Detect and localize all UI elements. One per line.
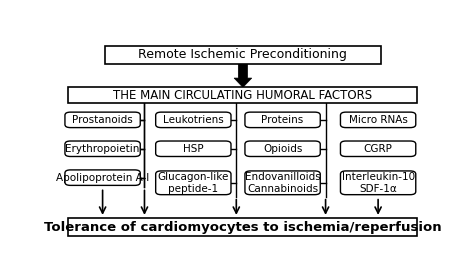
FancyBboxPatch shape (65, 112, 140, 128)
Text: Apolipoprotein A-I: Apolipoprotein A-I (56, 173, 149, 183)
FancyBboxPatch shape (65, 141, 140, 157)
Text: Prostanoids: Prostanoids (72, 115, 133, 125)
Text: Opioids: Opioids (263, 144, 302, 154)
Text: Interleukin-10
SDF-1α: Interleukin-10 SDF-1α (342, 172, 415, 193)
FancyBboxPatch shape (245, 171, 320, 195)
Polygon shape (234, 64, 252, 87)
Text: Remote Ischemic Preconditioning: Remote Ischemic Preconditioning (138, 48, 347, 61)
Text: Tolerance of cardiomyocytes to ischemia/reperfusion: Tolerance of cardiomyocytes to ischemia/… (44, 221, 442, 234)
Text: THE MAIN CIRCULATING HUMORAL FACTORS: THE MAIN CIRCULATING HUMORAL FACTORS (113, 89, 373, 102)
FancyBboxPatch shape (65, 170, 140, 185)
FancyBboxPatch shape (155, 141, 231, 157)
FancyBboxPatch shape (340, 171, 416, 195)
FancyBboxPatch shape (155, 171, 231, 195)
Text: Proteins: Proteins (262, 115, 304, 125)
FancyBboxPatch shape (340, 112, 416, 128)
Text: HSP: HSP (183, 144, 204, 154)
Text: Endovanilloids
Cannabinoids: Endovanilloids Cannabinoids (245, 172, 320, 193)
Text: Glucagon-like
peptide-1: Glucagon-like peptide-1 (158, 172, 229, 193)
FancyBboxPatch shape (340, 141, 416, 157)
FancyBboxPatch shape (155, 112, 231, 128)
FancyBboxPatch shape (68, 218, 418, 236)
Text: Erythropoietin: Erythropoietin (65, 144, 140, 154)
FancyBboxPatch shape (68, 87, 418, 103)
Text: CGRP: CGRP (364, 144, 392, 154)
FancyBboxPatch shape (245, 112, 320, 128)
FancyBboxPatch shape (105, 46, 381, 64)
Text: Micro RNAs: Micro RNAs (349, 115, 408, 125)
FancyBboxPatch shape (245, 141, 320, 157)
Text: Leukotriens: Leukotriens (163, 115, 224, 125)
